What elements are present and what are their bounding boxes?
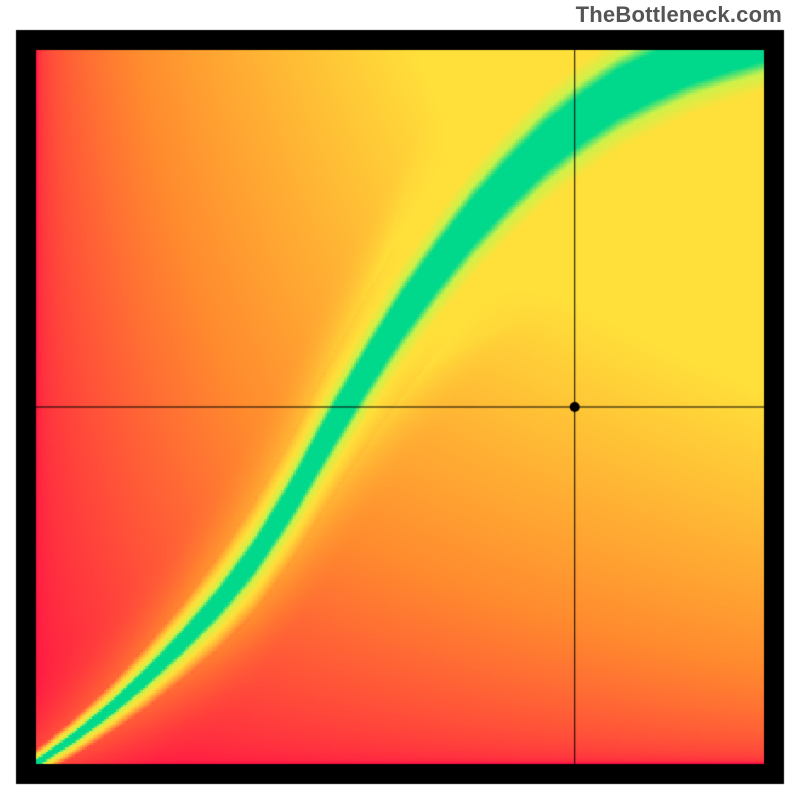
chart-container: TheBottleneck.com xyxy=(0,0,800,800)
bottleneck-heatmap xyxy=(0,0,800,800)
watermark-text: TheBottleneck.com xyxy=(576,2,782,28)
